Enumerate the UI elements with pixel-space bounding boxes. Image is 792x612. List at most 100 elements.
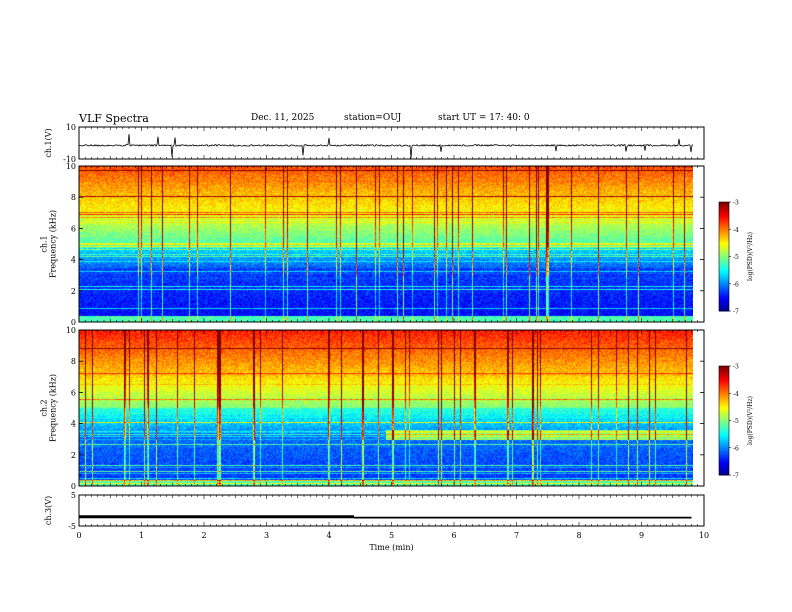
colorbar-swatch [719,238,729,241]
y-tick-label: 8 [71,193,76,202]
colorbar-swatch [719,371,729,374]
colorbar-swatch [719,440,729,443]
colorbar-swatch [719,274,729,277]
colorbar-swatch [719,234,729,238]
colorbar-swatch [719,265,729,268]
colorbar-swatch [719,396,729,400]
colorbar-label: log(PSD)(V²/Hz) [747,396,754,445]
colorbar-swatch [719,221,729,225]
colorbar-swatch [719,267,729,270]
colorbar-swatch [719,464,729,467]
x-tick-label: 6 [451,531,456,540]
colorbar-swatch [719,240,729,243]
colorbar-swatch [719,309,729,312]
colorbar-swatch [719,462,729,465]
colorbar-swatch [719,269,729,272]
colorbar-swatch [719,303,729,307]
colorbar-swatch [719,214,729,218]
colorbar-swatch [719,395,729,398]
colorbar-swatch [719,272,729,276]
colorbar-swatch [719,254,729,257]
colorbar-swatch [719,405,729,409]
colorbar-swatch [719,207,729,210]
y-tick-label: 5 [71,491,76,500]
colorbar-swatch [719,287,729,290]
colorbar-swatch [719,209,729,212]
y-tick-label: 8 [71,357,76,366]
colorbar-swatch [719,263,729,267]
colorbar-tick-label: -3 [733,200,739,207]
colorbar-swatch [719,438,729,441]
colorbar-swatch [719,409,729,412]
colorbar-swatch [719,435,729,438]
colorbar-swatch [719,382,729,385]
colorbar-swatch [719,301,729,305]
colorbar-swatch [719,445,729,449]
colorbar-swatch [719,212,729,216]
colorbar-swatch [719,451,729,454]
colorbar-swatch [719,202,729,205]
colorbar-swatch [719,373,729,376]
colorbar-swatch [719,243,729,247]
colorbar-swatch [719,218,729,221]
colorbar-swatch [719,231,729,234]
colorbar-tick-label: -3 [733,364,739,371]
y-tick-label: 6 [71,224,76,233]
colorbar-swatch [719,449,729,452]
colorbar-swatch [719,281,729,285]
colorbar-swatch [719,387,729,391]
colorbar-swatch [719,422,729,425]
colorbar-swatch [719,292,729,296]
y-tick-label: -5 [68,522,76,531]
colorbar-swatch [719,378,729,382]
colorbar-swatch [719,305,729,308]
y-tick-label: 10 [66,162,76,171]
colorbar-swatch [719,229,729,232]
spectrogram-blank-strip [693,330,704,486]
y-tick-label: 0 [71,482,76,491]
colorbar-swatch [719,251,729,254]
y-axis-label: ch.3(V) [44,496,53,525]
colorbar-swatch [719,241,729,245]
y-tick-label: 10 [66,123,76,132]
colorbar-swatch [719,256,729,259]
colorbar-swatch [719,389,729,392]
colorbar-swatch [719,211,729,214]
x-tick-label: 4 [326,531,331,540]
colorbar-swatch [719,276,729,279]
x-tick-label: 1 [139,531,144,540]
colorbar-swatch [719,391,729,394]
colorbar-swatch [719,366,729,369]
colorbar-swatch [719,427,729,431]
colorbar-swatch [719,375,729,378]
y-axis-label: Frequency (kHz) [49,210,58,278]
colorbar-tick-label: -6 [733,445,739,452]
date-label: Dec. 11, 2025 [251,113,315,123]
colorbar-swatch [719,398,729,402]
colorbar-swatch [719,473,729,476]
x-tick-label: 9 [639,531,644,540]
colorbar-swatch [719,249,729,252]
colorbar-swatch [719,369,729,372]
y-tick-label: 2 [71,287,76,296]
colorbar-swatch [719,307,729,310]
y-tick-label: 0 [71,318,76,327]
spectrogram-image-ch1 [79,166,693,322]
colorbar-swatch [719,453,729,456]
y-axis-label: ch.1 [40,235,49,252]
colorbar-swatch [719,367,729,371]
colorbar-swatch [719,436,729,440]
colorbar-swatch [719,300,729,303]
y-tick-label: -10 [63,155,76,164]
colorbar-swatch [719,393,729,396]
colorbar-swatch [719,260,729,263]
colorbar-swatch [719,216,729,219]
colorbar-swatch [719,271,729,274]
colorbar-swatch [719,469,729,472]
colorbar-swatch [719,225,729,228]
x-tick-label: 5 [389,531,394,540]
colorbar-swatch [719,220,729,223]
y-axis-label: ch.1(V) [44,128,53,157]
